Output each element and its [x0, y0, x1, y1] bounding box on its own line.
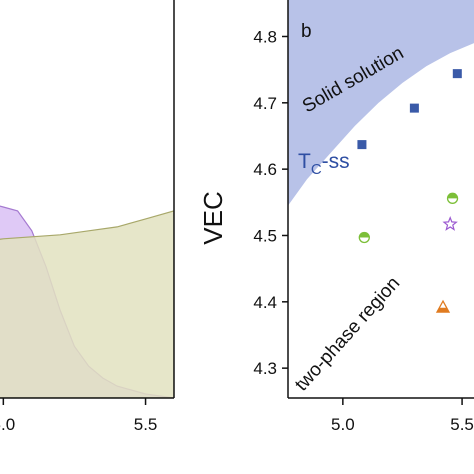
tc-sub: C: [311, 161, 322, 178]
right-panel: 4.34.44.54.64.74.8 5.0 5.5 b Solid soluti…: [198, 0, 474, 434]
square-marker: [357, 140, 367, 150]
left-panel: 5.0 5.5: [0, 0, 175, 434]
left-x-ticks: 5.0 5.5: [0, 398, 157, 434]
y-tick-label: 4.6: [253, 160, 277, 179]
x-tick-label: 5.0: [331, 415, 355, 434]
square-marker: [452, 69, 462, 79]
x-tick-label: 5.5: [450, 415, 474, 434]
right-x-ticks: 5.0 5.5: [331, 398, 474, 434]
tc-ss-label: TC-ss: [298, 150, 350, 178]
square-marker: [409, 103, 419, 113]
two-phase-label: two-phase region: [291, 273, 404, 395]
panel-label: b: [301, 21, 312, 42]
y-tick-label: 4.4: [253, 293, 277, 312]
half-circle-marker: [358, 231, 370, 244]
left-x-tick-label: 5.5: [134, 415, 158, 434]
olive-area: [0, 210, 174, 398]
y-tick-label: 4.8: [253, 27, 277, 46]
y-axis-label: VEC: [198, 191, 228, 244]
y-tick-label: 4.3: [253, 359, 277, 378]
half-circle-marker: [446, 192, 459, 204]
left-x-tick-label: 5.0: [0, 415, 15, 434]
star-marker: [442, 216, 458, 231]
right-y-ticks: 4.3 4.4 4.5 4.6 4.7 4.8: [253, 27, 288, 378]
data-points: [357, 69, 462, 313]
solid-solution-region: [288, 0, 474, 206]
y-tick-label: 4.5: [253, 226, 277, 245]
tc-main: T: [298, 150, 311, 173]
tc-suffix: -ss: [322, 150, 350, 173]
triangle-marker: [435, 299, 451, 313]
y-tick-label: 4.7: [253, 94, 277, 113]
